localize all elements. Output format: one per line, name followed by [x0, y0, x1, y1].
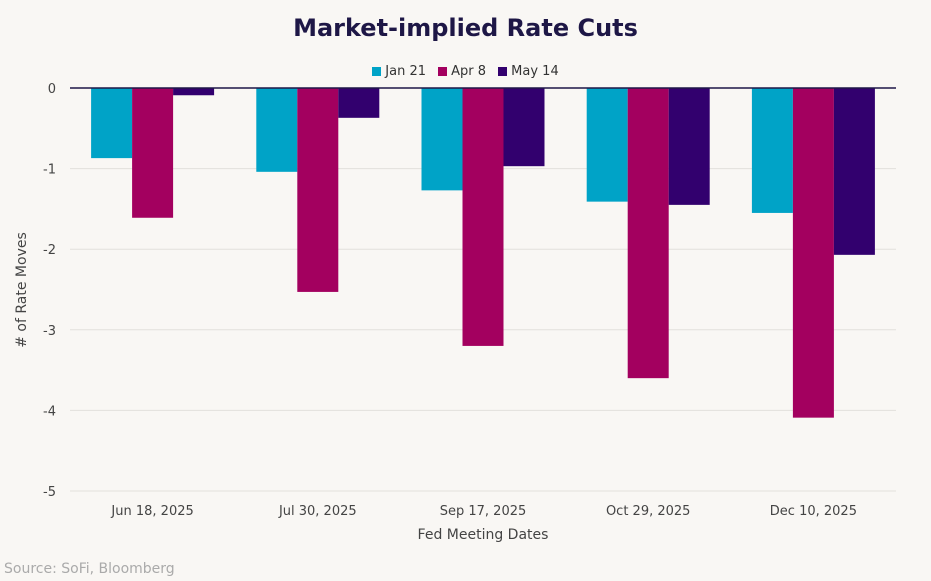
- bar: [173, 88, 215, 96]
- bar: [462, 88, 504, 346]
- bar: [421, 88, 463, 191]
- bar: [503, 88, 545, 167]
- bar: [668, 88, 710, 205]
- bar: [833, 88, 875, 255]
- x-axis-label: Fed Meeting Dates: [418, 527, 549, 543]
- bar: [627, 88, 669, 379]
- legend-item: Apr 8: [438, 64, 486, 79]
- bar: [297, 88, 339, 292]
- x-tick-label: Sep 17, 2025: [440, 504, 527, 519]
- y-axis-label: # of Rate Moves: [14, 232, 30, 348]
- y-tick-label: -2: [43, 243, 56, 258]
- y-tick-label: -5: [43, 485, 56, 500]
- x-tick-label: Jul 30, 2025: [278, 504, 357, 519]
- bar: [586, 88, 628, 202]
- y-tick-label: 0: [48, 82, 56, 97]
- x-tick-label: Jun 18, 2025: [110, 504, 193, 519]
- bar: [751, 88, 793, 213]
- bar: [91, 88, 133, 159]
- x-tick-label: Dec 10, 2025: [770, 504, 857, 519]
- legend-item: Jan 21: [372, 64, 426, 79]
- bar: [132, 88, 174, 218]
- y-tick-label: -1: [43, 163, 56, 178]
- legend-item: May 14: [498, 64, 559, 79]
- bar: [256, 88, 298, 172]
- y-tick-label: -3: [43, 324, 56, 339]
- legend: Jan 21 Apr 8 May 14: [0, 64, 931, 80]
- source-note: Source: SoFi, Bloomberg: [4, 561, 175, 577]
- y-tick-label: -4: [43, 404, 56, 419]
- bar: [792, 88, 834, 418]
- x-tick-label: Oct 29, 2025: [606, 504, 691, 519]
- chart-title: Market-implied Rate Cuts: [293, 14, 638, 42]
- bar: [338, 88, 380, 118]
